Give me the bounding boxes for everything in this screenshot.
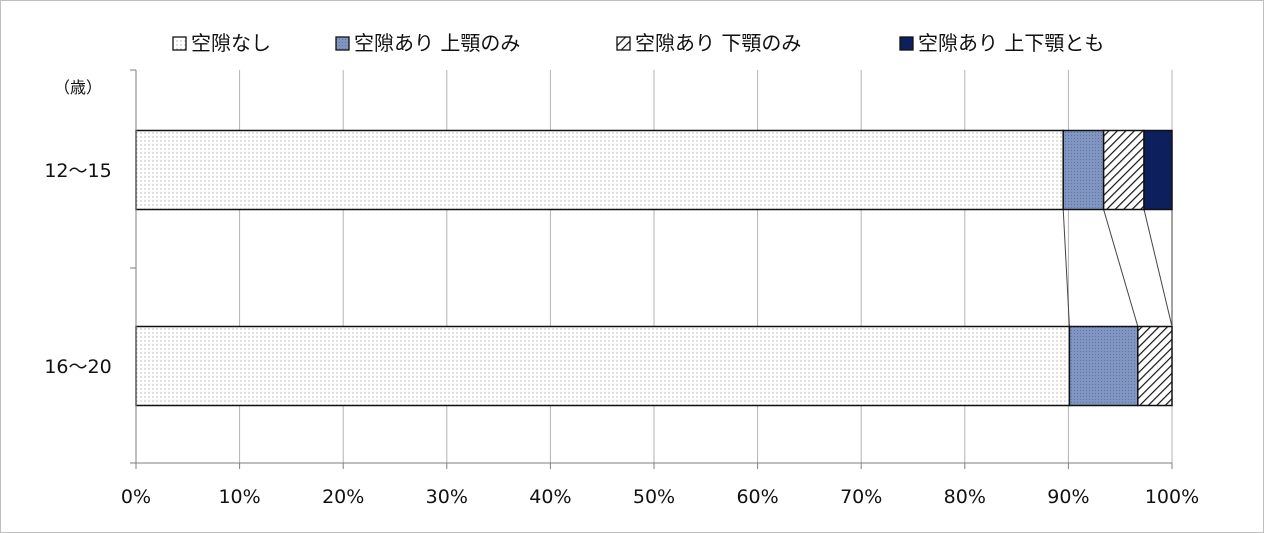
bar-series-3-1 — [1102, 129, 1145, 211]
x-tick-label: 60% — [736, 486, 778, 508]
bar-series-2-1 — [1062, 129, 1105, 211]
x-tick-label: 30% — [426, 486, 468, 508]
category-label: 12～15 — [44, 160, 111, 182]
bar-series-1-2 — [135, 325, 1071, 407]
legend-label: 空隙あり 上顎のみ — [354, 31, 520, 55]
connector-line — [1143, 209, 1173, 327]
x-tick-label: 80% — [944, 486, 986, 508]
bar-series-3-2 — [1137, 325, 1173, 407]
y-axis-unit-label: （歳） — [54, 78, 102, 97]
bar-series-1-1 — [135, 129, 1064, 211]
category-label: 16～20 — [44, 356, 111, 378]
x-tick-label: 100% — [1145, 486, 1199, 508]
legend-swatch — [616, 36, 631, 51]
legend-label: 空隙あり 上下顎とも — [918, 31, 1104, 55]
axes: 0% 10% 20% 30% 40% 50% 60% 70% 80% 90% 100% 12～15 16… — [44, 69, 1199, 508]
x-tick-label: 20% — [322, 486, 364, 508]
x-tick-label: 10% — [218, 486, 260, 508]
legend: 空隙なし 空隙あり 上顎のみ 空隙あり 下顎のみ 空隙あり 上下顎とも — [172, 31, 1104, 55]
legend-label: 空隙なし — [191, 31, 271, 55]
x-tick-label: 0% — [121, 486, 151, 508]
x-tick-label: 50% — [633, 486, 675, 508]
legend-swatch — [172, 36, 187, 51]
bar-series-2-2 — [1068, 325, 1139, 407]
x-tick-label: 90% — [1047, 486, 1089, 508]
legend-label: 空隙あり 下顎のみ — [635, 31, 801, 55]
legend-swatch — [899, 36, 914, 51]
legend-swatch — [335, 36, 350, 51]
x-tick-label: 40% — [529, 486, 571, 508]
bar-series-4-1 — [1143, 129, 1173, 211]
series-connector-lines — [1062, 209, 1173, 327]
x-tick-label: 70% — [840, 486, 882, 508]
connector-line — [1062, 209, 1070, 327]
connector-line — [1103, 209, 1139, 327]
bars — [135, 129, 1173, 407]
